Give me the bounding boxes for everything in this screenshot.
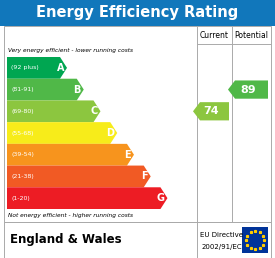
Polygon shape [7,144,134,166]
Bar [0,0,275,26]
Text: 2002/91/EC: 2002/91/EC [202,244,242,250]
Text: 89: 89 [240,85,256,95]
Text: G: G [156,193,164,203]
Polygon shape [7,166,151,187]
Text: (55-68): (55-68) [11,131,34,135]
Text: Energy Efficiency Rating: Energy Efficiency Rating [36,5,239,20]
Bar [242,227,268,253]
Text: Potential: Potential [235,30,268,39]
Polygon shape [7,187,167,209]
Polygon shape [7,57,67,79]
Text: Very energy efficient - lower running costs: Very energy efficient - lower running co… [8,48,133,53]
Text: D: D [106,128,114,138]
Text: (81-91): (81-91) [11,87,34,92]
Text: England & Wales: England & Wales [10,233,122,246]
Text: E: E [124,150,131,160]
Text: Current: Current [200,30,229,39]
Bar [4,222,271,258]
Text: B: B [73,85,81,95]
Polygon shape [228,80,268,99]
Polygon shape [7,100,100,122]
Text: (39-54): (39-54) [11,152,34,157]
Polygon shape [7,79,84,100]
Text: 74: 74 [203,106,219,116]
Text: A: A [56,63,64,73]
Bar [4,26,271,222]
Text: C: C [90,106,98,116]
Text: (1-20): (1-20) [11,196,30,201]
Polygon shape [193,102,229,120]
Polygon shape [7,122,117,144]
Text: Not energy efficient - higher running costs: Not energy efficient - higher running co… [8,213,133,218]
Text: F: F [141,171,148,181]
Text: (21-38): (21-38) [11,174,34,179]
Text: (92 plus): (92 plus) [11,65,39,70]
Text: (69-80): (69-80) [11,109,34,114]
Text: EU Directive: EU Directive [200,232,243,238]
